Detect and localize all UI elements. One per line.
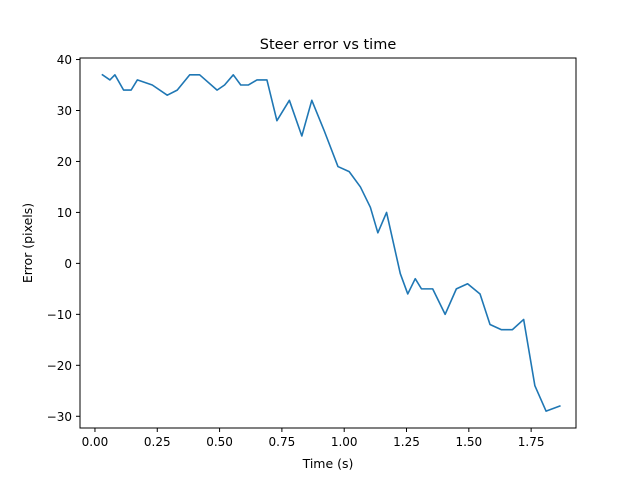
y-tick-label: 30 <box>57 104 72 118</box>
x-tick-label: 1.00 <box>331 435 358 449</box>
y-tick-label: −30 <box>47 410 72 424</box>
y-tick-label: 10 <box>57 206 72 220</box>
y-tick-label: −10 <box>47 308 72 322</box>
y-tick-label: 0 <box>64 257 72 271</box>
y-tick-label: 20 <box>57 155 72 169</box>
x-axis-label: Time (s) <box>302 456 354 471</box>
x-tick-label: 1.25 <box>393 435 420 449</box>
y-axis-ticks: −30 −20 −10 0 10 20 30 40 <box>47 53 80 424</box>
series-line <box>101 73 561 412</box>
chart-title: Steer error vs time <box>260 37 397 53</box>
y-tick-label: −20 <box>47 359 72 373</box>
y-axis-label: Error (pixels) <box>20 203 35 283</box>
x-tick-label: 0.25 <box>144 435 171 449</box>
x-tick-label: 1.75 <box>518 435 545 449</box>
x-axis-ticks: 0.00 0.25 0.50 0.75 1.00 1.25 1.50 1.75 <box>82 428 545 449</box>
x-tick-label: 1.50 <box>455 435 482 449</box>
plot-area-frame <box>79 57 577 429</box>
x-tick-label: 0.75 <box>269 435 296 449</box>
x-tick-label: 0.50 <box>206 435 233 449</box>
y-tick-label: 40 <box>57 53 72 67</box>
x-tick-label: 0.00 <box>82 435 109 449</box>
